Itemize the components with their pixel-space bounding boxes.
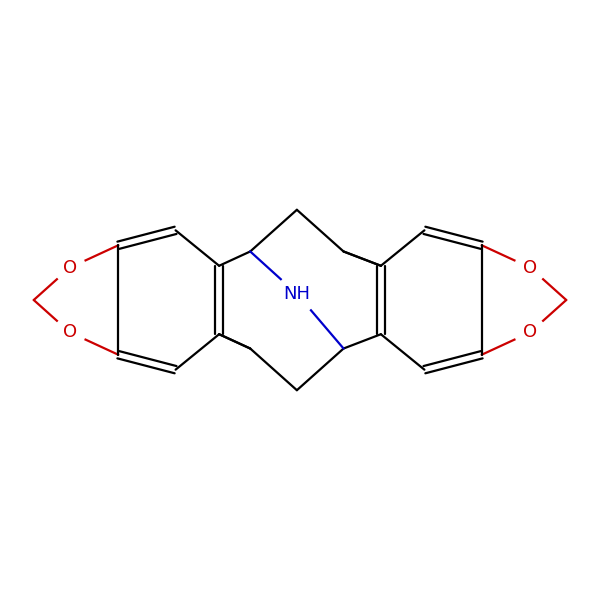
Text: O: O [523, 259, 537, 277]
Circle shape [515, 317, 546, 348]
Text: NH: NH [283, 285, 310, 303]
Text: O: O [63, 323, 77, 341]
Circle shape [515, 252, 546, 283]
Circle shape [277, 274, 317, 314]
Text: O: O [523, 323, 537, 341]
Circle shape [54, 252, 85, 283]
Circle shape [54, 317, 85, 348]
Text: O: O [63, 259, 77, 277]
